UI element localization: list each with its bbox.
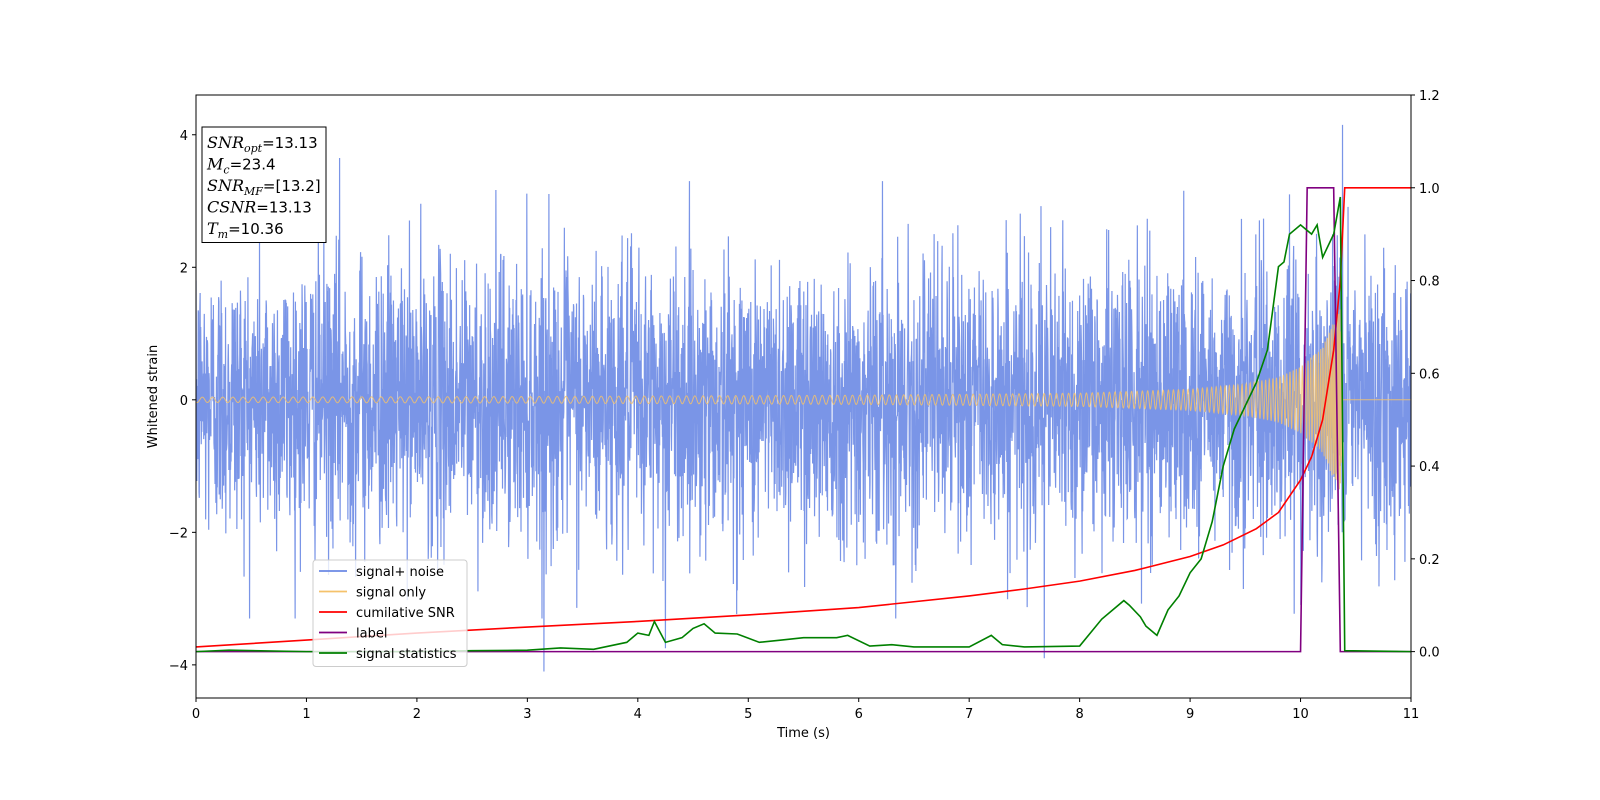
annotation-value: =[13.2] <box>263 177 321 195</box>
y2-tick-label: 0.4 <box>1419 460 1440 475</box>
annotation-frame <box>201 126 327 243</box>
x-tick-label: 3 <box>523 707 531 722</box>
y2-tick-label: 1.2 <box>1419 89 1440 104</box>
annotation-line: SNRopt=13.13 <box>207 133 318 155</box>
annotation-subscript: opt <box>244 142 263 155</box>
annotation-value: =13.13 <box>256 199 312 217</box>
x-tick-label: 7 <box>965 707 973 722</box>
legend: signal+ noise signal only cumilative SNR la… <box>312 559 468 667</box>
annotation-symbol: CSNR <box>207 198 256 217</box>
annotation-symbol: SNR <box>207 176 244 195</box>
y2-tick-label: 0.2 <box>1419 553 1440 568</box>
annotation-subscript: m <box>218 228 228 241</box>
y-tick-label: −2 <box>169 526 188 541</box>
series-layer <box>196 124 1411 672</box>
x-tick-label: 11 <box>1403 707 1420 722</box>
annotation-line: SNRMF=[13.2] <box>207 176 321 198</box>
y-tick-label: 4 <box>180 129 188 144</box>
annotation-line: Mc=23.4 <box>206 155 276 177</box>
legend-label: signal only <box>356 586 426 601</box>
y-tick-label: 2 <box>180 261 188 276</box>
series-cumulative-snr-line <box>196 186 1411 648</box>
y-tick-label: 0 <box>180 394 188 409</box>
series-signal-statistics-line <box>196 196 1411 653</box>
y2-tick-label: 1.0 <box>1419 182 1440 197</box>
x-tick-label: 10 <box>1292 707 1309 722</box>
y-tick-label: −4 <box>169 659 188 674</box>
y2-tick-label: 0.0 <box>1419 646 1440 661</box>
x-tick-label: 9 <box>1186 707 1194 722</box>
y-axis-label: Whitened strain <box>146 345 161 448</box>
series-label-line <box>196 186 1411 653</box>
annotation-line: Tm=10.36 <box>207 219 284 241</box>
legend-label: signal+ noise <box>356 565 444 580</box>
x-tick-label: 8 <box>1075 707 1083 722</box>
x-tick-label: 4 <box>634 707 642 722</box>
axes-layer: 0 1 2 3 4 5 6 7 8 9 10 11 4 2 0 −2 −4 1.2 1.0 0.8 0.6 0.4 0.2 0… <box>169 89 1440 722</box>
legend-label: label <box>356 627 387 642</box>
x-tick-label: 0 <box>192 707 200 722</box>
y2-tick-label: 0.6 <box>1419 367 1440 382</box>
annotation-value: =13.13 <box>262 134 318 152</box>
x-tick-label: 6 <box>855 707 863 722</box>
legend-label: cumilative SNR <box>356 606 455 621</box>
plot-frame <box>195 94 1412 699</box>
annotation-subscript: MF <box>243 185 263 198</box>
annotation-subscript: c <box>223 164 229 177</box>
x-tick-label: 5 <box>744 707 752 722</box>
annotation-symbol: SNR <box>207 133 244 152</box>
annotation-symbol: M <box>206 155 224 174</box>
legend-label: signal statistics <box>356 647 457 662</box>
series-signal-only-line <box>196 309 1411 490</box>
annotation-symbol: T <box>207 219 219 238</box>
annotation-box: SNRopt=13.13Mc=23.4SNRMF=[13.2]CSNR=13.1… <box>201 126 327 243</box>
x-axis-label: Time (s) <box>776 726 830 741</box>
legend-frame <box>312 559 468 667</box>
y2-tick-label: 0.8 <box>1419 275 1440 290</box>
annotation-line: CSNR=13.13 <box>207 198 312 217</box>
annotation-value: =10.36 <box>228 220 284 238</box>
x-tick-label: 1 <box>302 707 310 722</box>
annotation-value: =23.4 <box>230 156 276 174</box>
x-tick-label: 2 <box>413 707 421 722</box>
